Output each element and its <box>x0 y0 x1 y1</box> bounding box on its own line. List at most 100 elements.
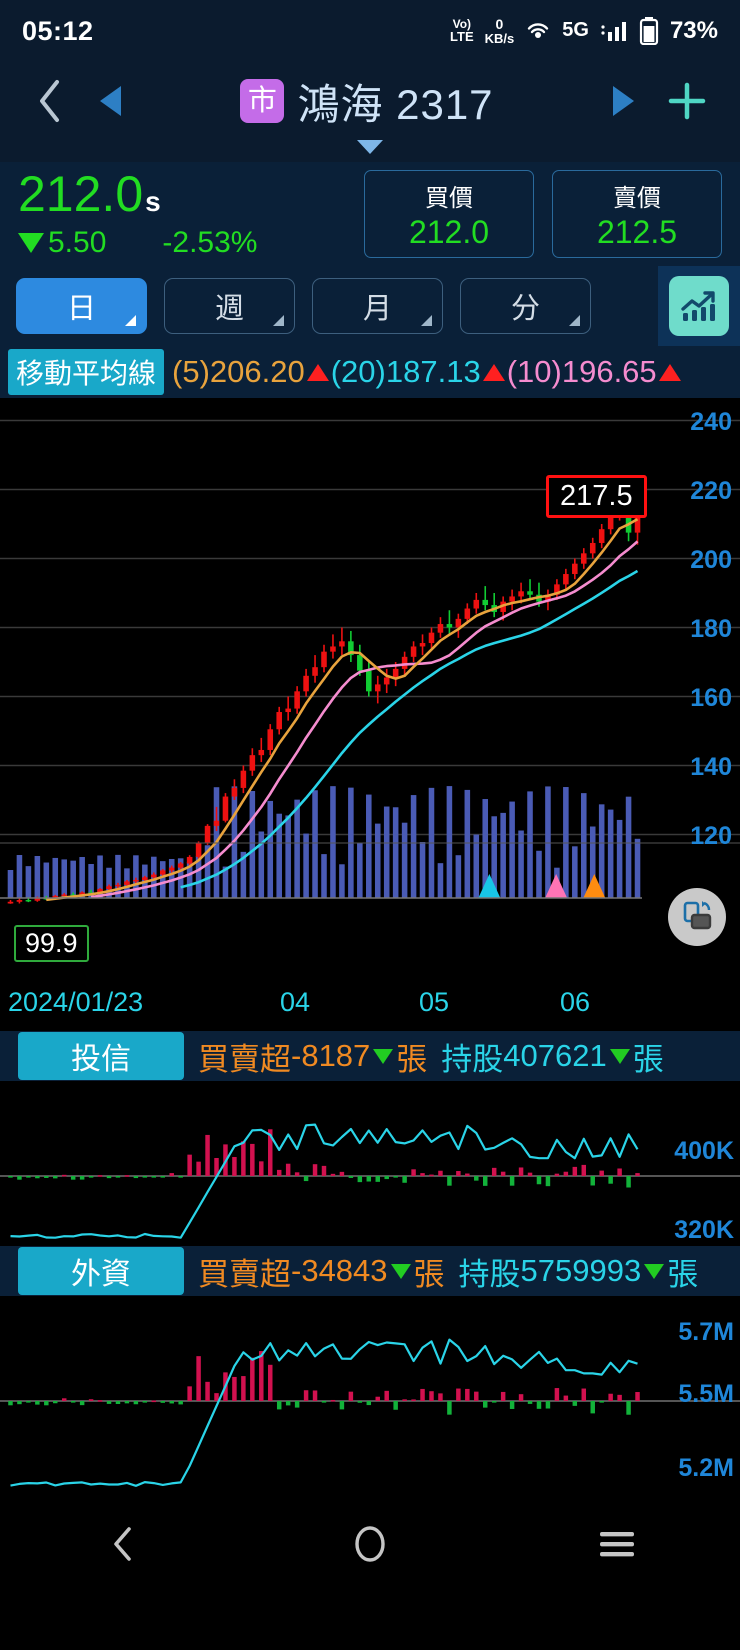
volte-line1: Vo) <box>452 17 472 32</box>
trust-net-value: -8187 <box>291 1038 371 1073</box>
trust-net-unit: 張 <box>396 1041 428 1077</box>
nav-back-icon <box>114 1527 132 1561</box>
up-triangle-icon <box>658 363 681 381</box>
previous-stock-button[interactable] <box>76 84 146 118</box>
period-low-tag: 99.9 <box>14 925 89 962</box>
ma5-item: (5) 206.20 <box>172 354 331 390</box>
tab-dropdown-corner-icon <box>569 315 580 326</box>
volte-icon: Vo) LTE <box>450 18 474 43</box>
status-icons: Vo) LTE 0 KB/s 5G 73% <box>450 17 718 45</box>
y-axis-label-220: 220 <box>690 477 732 505</box>
trust-badge: 投信 <box>18 1032 184 1080</box>
foreign-net-unit: 張 <box>413 1256 445 1292</box>
tab-week[interactable]: 週 <box>164 278 295 334</box>
y-axis-label-120: 120 <box>690 822 732 850</box>
app-header: 市 鴻海 2317 <box>0 62 740 140</box>
trust-chart-panel[interactable]: 400K 320K <box>0 1081 740 1246</box>
tab-week-label: 週 <box>214 293 244 325</box>
y-axis-label-180: 180 <box>690 615 732 643</box>
battery-icon <box>639 16 659 45</box>
foreign-net-value: -34843 <box>291 1253 388 1288</box>
trust-net-label: 買賣超 <box>198 1041 291 1077</box>
nav-back-button[interactable] <box>63 1494 183 1594</box>
nav-recents-icon <box>599 1532 634 1557</box>
back-button[interactable] <box>24 78 76 124</box>
chevron-down-icon <box>357 140 383 154</box>
quote-panel: 212.0 s 5.50 -2.53% 買價 212.0 賣價 212.5 <box>0 162 740 266</box>
trust-y-label-400k: 400K <box>674 1137 734 1165</box>
price-change: 5.50 <box>48 225 107 259</box>
rotate-screen-button[interactable] <box>668 888 726 946</box>
date-label-start: 2024/01/23 <box>8 987 144 1017</box>
tab-month[interactable]: 月 <box>312 278 443 334</box>
y-axis-label-200: 200 <box>690 546 732 574</box>
foreign-y-label-55m: 5.5M <box>678 1380 734 1408</box>
screen-rotate-icon <box>683 901 712 930</box>
plus-icon <box>668 82 706 120</box>
trust-holding-unit: 張 <box>632 1041 664 1077</box>
chart-trend-icon-wrap <box>669 276 729 336</box>
foreign-net-label: 買賣超 <box>198 1256 291 1292</box>
android-nav-bar <box>0 1494 740 1594</box>
ma-title-badge: 移動平均線 <box>8 349 165 395</box>
trust-holding-value: 407621 <box>503 1038 607 1073</box>
network-type-label: 5G <box>562 19 589 42</box>
ask-label: 賣價 <box>613 184 661 212</box>
next-stock-button[interactable] <box>588 84 658 118</box>
bid-label: 買價 <box>425 184 473 212</box>
chart-settings-button[interactable] <box>658 266 740 346</box>
trust-holding-label: 持股 <box>441 1041 504 1077</box>
nav-home-icon <box>355 1526 385 1562</box>
triangle-left-icon <box>100 86 121 116</box>
tab-minute[interactable]: 分 <box>460 278 591 334</box>
trust-y-label-320k: 320K <box>674 1216 734 1244</box>
tab-day[interactable]: 日 <box>16 278 147 334</box>
moving-average-bar[interactable]: 移動平均線 (5) 206.20 (20) 187.13 (10) 196.65 <box>0 346 740 398</box>
last-price-group[interactable]: 212.0 s 5.50 -2.53% <box>18 169 358 260</box>
candlestick-canvas <box>0 419 740 904</box>
tab-day-label: 日 <box>66 293 96 325</box>
ma10-value: 196.65 <box>561 354 657 389</box>
trust-info-bar[interactable]: 投信 買賣超 -8187 張 持股 407621 張 <box>0 1031 740 1081</box>
down-triangle-icon <box>644 1263 665 1279</box>
tab-dropdown-corner-icon <box>125 315 136 326</box>
expand-quote-handle[interactable] <box>0 140 740 162</box>
trust-stats: 買賣超 -8187 張 持股 407621 張 <box>198 1034 664 1079</box>
bid-box[interactable]: 買價 212.0 <box>364 170 534 258</box>
up-triangle-icon <box>306 363 329 381</box>
foreign-chart-panel[interactable]: 5.7M 5.5M 5.2M <box>0 1296 740 1494</box>
down-triangle-icon <box>609 1048 630 1064</box>
last-price: 212.0 <box>18 165 144 222</box>
ask-box[interactable]: 賣價 212.5 <box>552 170 722 258</box>
tab-minute-label: 分 <box>510 293 540 325</box>
foreign-y-label-57m: 5.7M <box>678 1318 734 1346</box>
y-axis-label-160: 160 <box>690 684 732 712</box>
add-to-watchlist-button[interactable] <box>658 79 716 123</box>
foreign-badge: 外資 <box>18 1247 184 1295</box>
volte-line2: LTE <box>450 29 474 45</box>
tab-dropdown-corner-icon <box>273 315 284 326</box>
ask-price: 212.5 <box>596 213 678 250</box>
foreign-chart-canvas <box>0 1338 740 1487</box>
down-triangle-icon <box>18 232 44 253</box>
ma10-item: (10) 196.65 <box>507 354 683 390</box>
stock-title-group[interactable]: 市 鴻海 2317 <box>146 71 588 132</box>
network-speed-indicator: 0 KB/s <box>485 17 515 45</box>
y-axis-label-240: 240 <box>690 408 732 436</box>
status-time: 05:12 <box>22 15 94 46</box>
date-label-04: 04 <box>280 987 311 1017</box>
ma20-item: (20) 187.13 <box>331 354 507 390</box>
date-axis: 2024/01/23 04 05 06 <box>0 983 740 1031</box>
trust-chart-canvas <box>0 1123 740 1239</box>
foreign-holding-label: 持股 <box>458 1256 521 1292</box>
foreign-info-bar[interactable]: 外資 買賣超 -34843 張 持股 5759993 張 <box>0 1246 740 1296</box>
bid-ask-group: 買價 212.0 賣價 212.5 <box>358 170 722 258</box>
nav-recents-button[interactable] <box>557 1494 677 1594</box>
bid-price: 212.0 <box>408 213 490 250</box>
tab-dropdown-corner-icon <box>421 315 432 326</box>
hotspot-icon <box>528 23 549 38</box>
nav-home-button[interactable] <box>310 1494 430 1594</box>
battery-percent: 73% <box>669 16 718 44</box>
signal-bars-icon <box>601 21 626 41</box>
ma20-value: 187.13 <box>385 354 481 389</box>
